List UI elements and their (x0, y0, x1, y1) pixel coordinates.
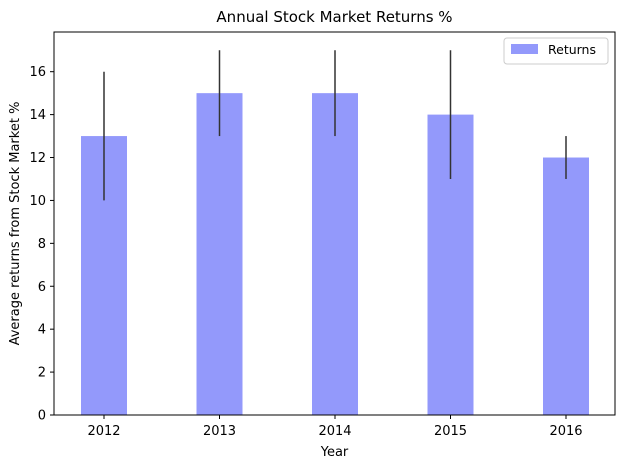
x-tick-label: 2014 (318, 424, 351, 439)
x-tick-label: 2012 (87, 424, 120, 439)
x-axis-label: Year (320, 445, 349, 460)
bar-2013 (196, 93, 243, 416)
y-ticks: 0 2 4 6 8 10 12 14 16 (29, 65, 54, 424)
bars (81, 93, 589, 416)
bar-2016 (543, 157, 589, 416)
y-tick-label: 14 (29, 108, 46, 123)
x-tick-label: 2015 (434, 424, 467, 439)
y-tick-label: 0 (38, 409, 46, 424)
error-bars (103, 50, 567, 201)
x-tick-label: 2016 (549, 424, 582, 439)
y-tick-label: 12 (29, 151, 46, 166)
bar-2014 (312, 93, 358, 416)
legend: Returns (503, 37, 609, 65)
plot-frame (53, 31, 616, 416)
y-tick-label: 16 (29, 65, 46, 80)
legend-swatch (511, 44, 538, 54)
chart-title: Annual Stock Market Returns % (216, 8, 452, 26)
y-tick-label: 10 (29, 194, 46, 209)
y-tick-label: 2 (38, 366, 46, 381)
legend-label: Returns (548, 42, 596, 57)
x-tick-label: 2013 (203, 424, 236, 439)
y-tick-label: 4 (38, 323, 46, 338)
y-axis-label: Average returns from Stock Market % (8, 102, 23, 346)
y-tick-label: 8 (38, 237, 46, 252)
x-ticks: 2012 2013 2014 2015 2016 (87, 415, 583, 439)
y-tick-label: 6 (38, 280, 46, 295)
